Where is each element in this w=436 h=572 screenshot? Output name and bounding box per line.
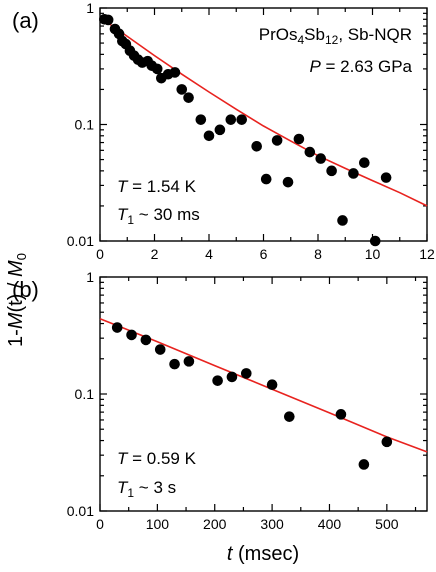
data-point xyxy=(326,165,337,177)
data-point xyxy=(176,84,188,95)
data-point xyxy=(380,172,392,183)
x-tick-label: 4 xyxy=(205,246,213,262)
data-point xyxy=(169,358,180,370)
data-point xyxy=(169,67,181,78)
data-point xyxy=(154,344,166,355)
data-point xyxy=(183,356,195,367)
data-point xyxy=(337,215,348,226)
y-axis-label: 1-M(t) / M0 xyxy=(5,253,29,347)
panel-label: (a) xyxy=(12,8,39,33)
t1-annotation: T1 ~ 3 s xyxy=(117,478,176,500)
data-point xyxy=(335,409,347,420)
data-point xyxy=(212,375,223,386)
temperature-annotation: T = 1.54 K xyxy=(117,177,197,196)
x-tick-label: 0 xyxy=(96,246,104,262)
x-tick-label: 100 xyxy=(146,516,170,532)
pressure-annotation: P = 2.63 GPa xyxy=(309,57,412,76)
data-point xyxy=(102,14,114,26)
x-tick-label: 400 xyxy=(318,516,342,532)
data-point xyxy=(260,173,272,185)
sample-annotation: PrOs4Sb12, Sb-NQR xyxy=(259,25,412,47)
x-tick-label: 200 xyxy=(203,516,227,532)
plot-frame xyxy=(99,276,428,512)
temperature-annotation: T = 0.59 K xyxy=(117,449,197,468)
data-point xyxy=(126,329,137,341)
data-point xyxy=(111,322,123,333)
y-tick-label: 0.1 xyxy=(75,117,95,133)
data-point xyxy=(183,92,194,103)
data-point xyxy=(226,371,238,383)
x-tick-label: 8 xyxy=(314,246,322,262)
panel-label: (b) xyxy=(12,277,39,302)
data-point xyxy=(381,436,393,448)
data-point xyxy=(359,157,370,169)
x-axis-label: t (msec) xyxy=(227,543,299,565)
y-tick-label: 0.1 xyxy=(75,386,95,402)
data-point xyxy=(348,168,359,179)
data-point xyxy=(282,176,294,188)
data-point xyxy=(315,153,327,164)
panel-b: 0 100 200 300 400 500 0.01 0.1 1 xyxy=(67,269,428,532)
t1-annotation: T1 ~ 30 ms xyxy=(117,205,200,227)
data-point xyxy=(369,235,381,247)
y-tick-label: 0.01 xyxy=(67,503,94,519)
y-tick-label: 1 xyxy=(86,0,94,16)
x-tick-label: 300 xyxy=(260,516,284,532)
data-point xyxy=(214,124,226,136)
x-tick-label: 6 xyxy=(260,246,268,262)
x-tick-label: 500 xyxy=(375,516,399,532)
panel-a: 0 2 4 6 8 10 12 0.01 0.1 1 xyxy=(67,0,435,262)
fit-curve xyxy=(99,16,428,207)
y-tick-label: 0.01 xyxy=(67,233,94,249)
data-point xyxy=(293,133,305,145)
x-tick-label: 2 xyxy=(151,246,159,262)
data-point xyxy=(151,63,163,75)
data-point xyxy=(358,459,370,470)
data-point xyxy=(266,379,278,391)
data-point xyxy=(195,114,207,125)
x-tick-label: 10 xyxy=(365,246,381,262)
x-tick-label: 0 xyxy=(96,516,104,532)
x-tick-label: 12 xyxy=(419,246,435,262)
data-point xyxy=(271,135,283,146)
data-point xyxy=(284,411,295,422)
data-point xyxy=(251,140,262,152)
y-tick-label: 1 xyxy=(86,269,94,285)
data-point xyxy=(225,114,237,125)
data-point xyxy=(236,114,247,125)
data-point xyxy=(140,334,152,346)
data-point xyxy=(203,130,215,142)
data-point xyxy=(240,368,252,379)
data-point xyxy=(304,146,316,158)
